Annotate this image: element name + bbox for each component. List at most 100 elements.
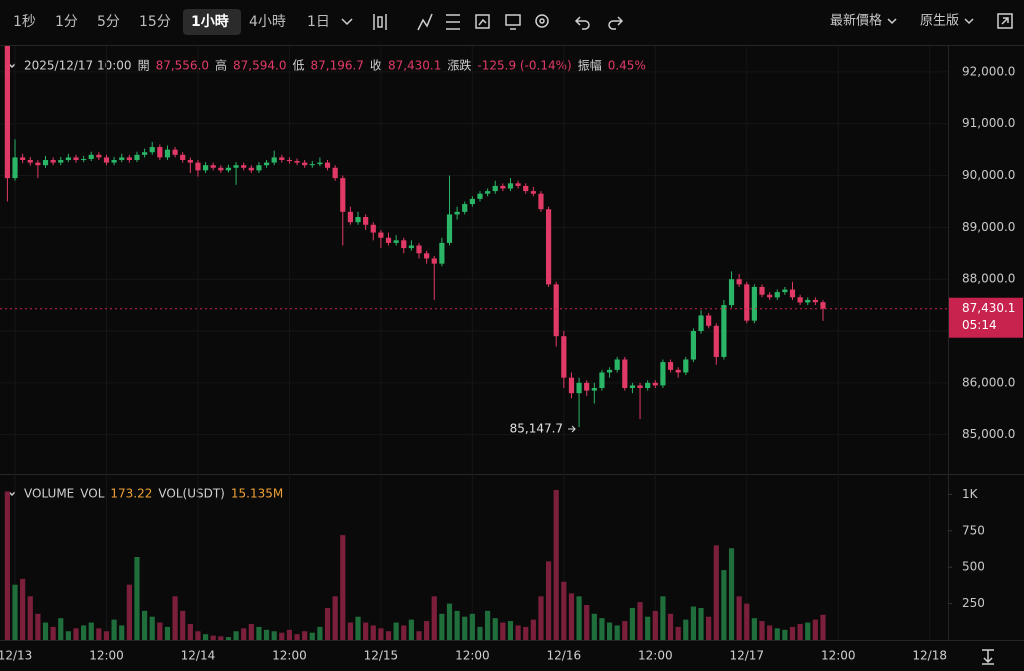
settings-icon[interactable] [535, 14, 549, 28]
volume-bar [789, 626, 796, 640]
x-tick-label: 12:00 [821, 649, 856, 663]
candle-body [782, 289, 788, 293]
volume-bar [736, 596, 742, 640]
list-icon[interactable] [446, 14, 460, 30]
candle-body [202, 165, 209, 171]
x-tick-label: 12:00 [89, 649, 124, 663]
volume-bar [35, 613, 41, 640]
volume-tick-label: 500 [962, 560, 985, 574]
template-icon[interactable] [505, 14, 521, 30]
candle-body [233, 165, 239, 168]
toolbar-dropdown[interactable]: 最新價格 [830, 13, 882, 29]
candle-body [134, 154, 140, 161]
candle-body [728, 279, 735, 306]
candle-body [622, 359, 628, 389]
more-intervals-icon[interactable] [341, 18, 353, 26]
volume-bar [157, 622, 163, 640]
volume-bar [96, 628, 102, 640]
volume-bar [439, 613, 445, 640]
info-text: 87,430.1 [388, 59, 441, 73]
settings-icon-core[interactable] [539, 18, 545, 24]
candle-body [431, 258, 437, 264]
candle-body [584, 382, 590, 391]
volume-bar [431, 596, 437, 640]
undo-icon[interactable] [574, 16, 590, 30]
interval-button[interactable]: 5分 [97, 14, 120, 30]
volume-bar [103, 631, 110, 640]
scale-reset-icon[interactable] [982, 649, 994, 665]
toolbar-icons[interactable] [341, 13, 1013, 665]
candle-body [751, 286, 757, 321]
volume-bar [65, 631, 71, 640]
grid [0, 46, 948, 640]
y-tick-label: 88,000.0 [962, 272, 1015, 286]
candle-body [424, 253, 430, 259]
candle-body [469, 198, 475, 205]
interval-button[interactable]: 1秒 [13, 14, 36, 30]
volume-bar [530, 619, 536, 640]
interval-button[interactable]: 15分 [139, 14, 171, 30]
candle-type-icon[interactable] [373, 14, 387, 30]
interval-button[interactable]: 1分 [55, 14, 78, 30]
collapse-chevron[interactable] [8, 63, 16, 69]
candle-body [439, 242, 445, 264]
x-tick-label: 12/16 [547, 649, 582, 663]
y-tick-label: 90,000.0 [962, 168, 1015, 182]
volume-bar [424, 621, 430, 640]
volume-bar [690, 606, 697, 640]
y-tick-label: 89,000.0 [962, 220, 1015, 234]
indicator-icon[interactable] [417, 13, 433, 31]
collapse-chevron[interactable] [8, 491, 16, 497]
volume-tick-label: 1K [962, 487, 979, 501]
candle-body [20, 157, 26, 161]
volume-bar [12, 584, 18, 640]
volume-bar [180, 610, 186, 640]
candle-body [599, 372, 605, 389]
candle-body [698, 315, 704, 332]
candle-body [614, 359, 620, 370]
volume-bar [218, 636, 224, 640]
candle-body [660, 362, 666, 386]
candle-body [218, 167, 224, 171]
interval-button[interactable]: 1日 [307, 14, 330, 30]
volume-bar [309, 632, 315, 640]
dropdown-chevron [887, 18, 897, 25]
redo-icon[interactable] [608, 16, 624, 30]
volume-bar [507, 621, 514, 640]
volume-bar [774, 628, 780, 640]
candle-body [302, 162, 308, 166]
candle-body [538, 193, 544, 210]
candle-body [408, 245, 414, 249]
candle-body [81, 158, 87, 161]
toolbar-dropdown[interactable]: 原生版 [920, 14, 959, 29]
candle-body [652, 382, 658, 386]
volume-bar [683, 619, 689, 640]
candle-body [88, 154, 94, 159]
volume-bar [568, 593, 575, 640]
fullscreen-icon[interactable] [997, 13, 1013, 29]
candle-body [111, 160, 117, 163]
volume-bar [667, 613, 674, 640]
drawing-icon[interactable] [475, 14, 490, 29]
candle-body [523, 185, 529, 192]
volume-bar [500, 622, 506, 640]
interval-button[interactable]: 1小時 [191, 13, 229, 30]
volume-bar [248, 623, 254, 640]
info-text: 低 [292, 59, 304, 73]
candle-body [187, 160, 193, 163]
info-text: 173.22 [110, 487, 152, 501]
candle-body [35, 162, 41, 166]
candle-body [355, 217, 361, 223]
candle-body [812, 299, 818, 303]
volume-bar [523, 626, 529, 640]
candle-body [706, 315, 712, 326]
candle-body [401, 240, 407, 249]
candle-body [210, 165, 216, 168]
candle-body [50, 160, 56, 163]
volume-bar [355, 616, 361, 640]
info-text: 收 [370, 59, 382, 73]
volume-bar [88, 622, 94, 640]
candle-body [324, 162, 331, 168]
interval-button[interactable]: 4小時 [249, 14, 286, 30]
candle-body [606, 369, 613, 373]
